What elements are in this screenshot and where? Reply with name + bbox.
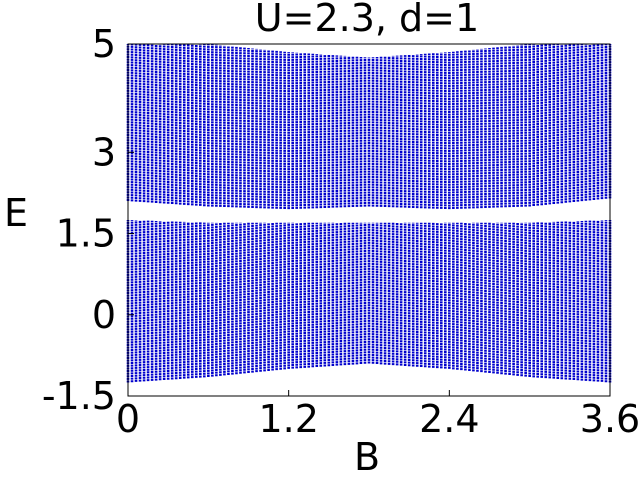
y-tick-label: 3 — [92, 130, 116, 174]
y-axis-label: E — [4, 191, 28, 235]
bands-layer — [126, 44, 612, 383]
lower-band — [126, 220, 612, 383]
y-tick-label: 5 — [92, 22, 116, 66]
upper-band — [126, 44, 612, 210]
x-tick-label: 0 — [116, 397, 140, 441]
x-tick-label: 3.6 — [580, 397, 640, 441]
chart-title: U=2.3, d=1 — [255, 0, 479, 40]
plot-area — [126, 43, 612, 397]
plot-frame — [127, 43, 611, 397]
y-tick-label: 0 — [92, 293, 116, 337]
x-tick-label: 1.2 — [258, 397, 318, 441]
x-tick-label: 2.4 — [419, 397, 479, 441]
y-tick-label: 1.5 — [56, 212, 116, 256]
y-axis: -1.5 0 1.5 3 5 — [42, 22, 134, 418]
x-axis: 0 1.2 2.4 3.6 — [116, 390, 640, 441]
y-tick-label: -1.5 — [42, 374, 116, 418]
x-axis-label: B — [354, 435, 380, 479]
